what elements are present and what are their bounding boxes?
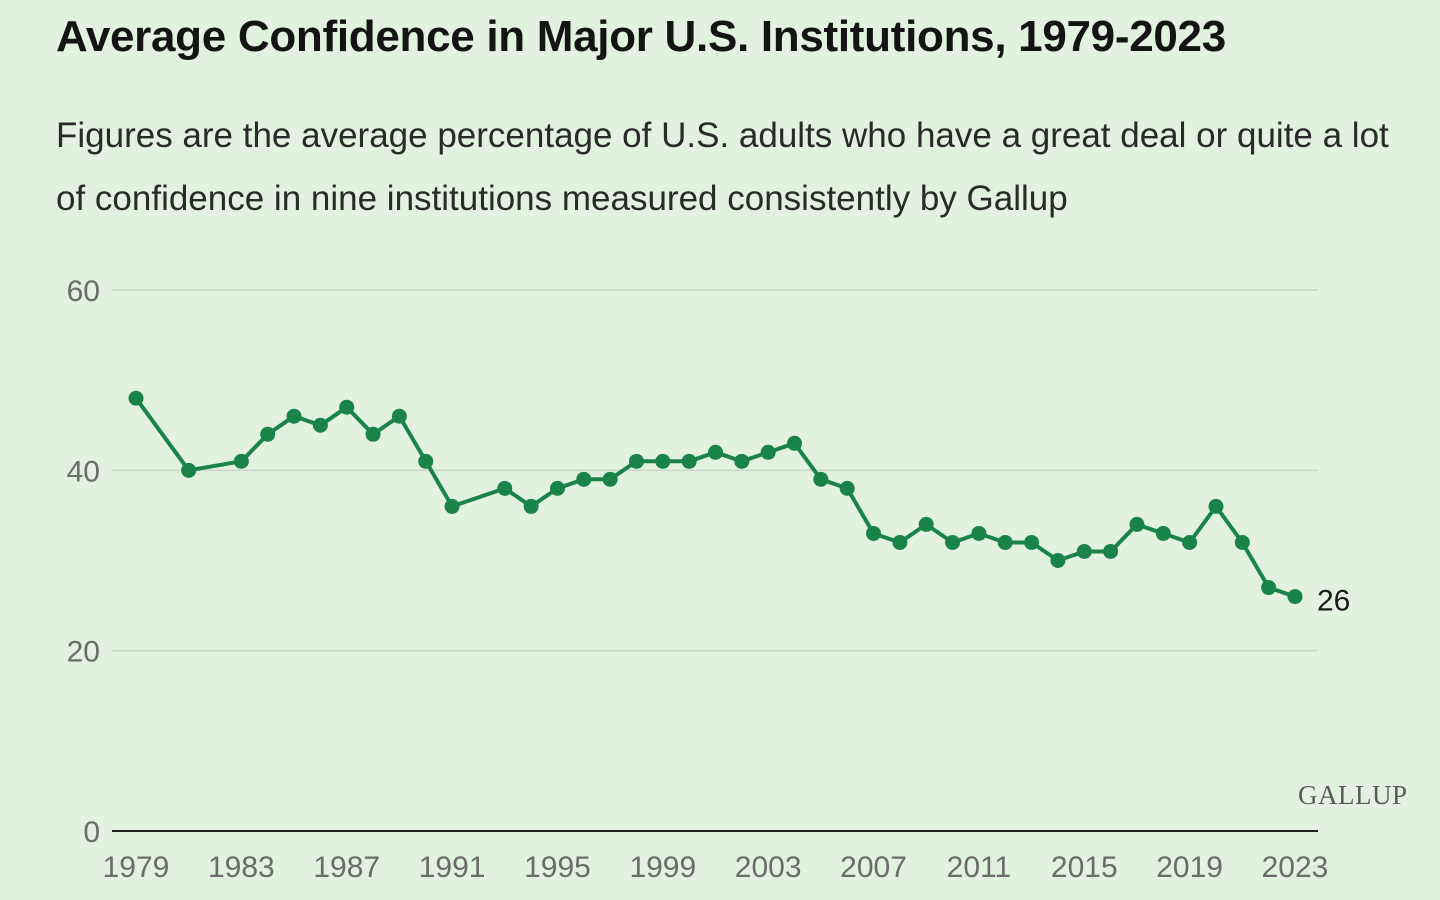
data-point [734, 453, 750, 469]
data-point [918, 516, 934, 532]
data-point [813, 471, 829, 487]
data-point [787, 435, 803, 451]
data-point [1050, 553, 1066, 568]
data-point [997, 534, 1013, 550]
data-point [681, 453, 697, 469]
y-tick-label: 0 [83, 816, 100, 849]
end-value-label: 26 [1317, 585, 1350, 618]
y-axis-ticks: 0 20 40 60 [67, 275, 100, 849]
data-points [128, 390, 1303, 605]
y-tick-label: 40 [67, 455, 100, 488]
data-point [628, 453, 644, 469]
data-point [576, 471, 592, 487]
x-tick-label: 1991 [419, 851, 486, 884]
data-point [892, 534, 908, 550]
data-point [1155, 525, 1171, 541]
y-tick-label: 60 [67, 275, 100, 308]
data-point [260, 426, 276, 442]
data-point [655, 453, 671, 469]
data-point [286, 408, 302, 424]
data-point [839, 480, 855, 496]
data-point [1129, 516, 1145, 532]
x-tick-label: 1987 [313, 851, 380, 884]
chart-title: Average Confidence in Major U.S. Institu… [56, 12, 1226, 61]
data-point [312, 417, 328, 433]
data-point [1103, 543, 1119, 559]
x-tick-label: 2003 [735, 851, 802, 884]
x-tick-label: 2011 [947, 851, 1012, 884]
x-tick-label: 2015 [1051, 851, 1118, 884]
data-point [391, 408, 407, 424]
data-point [339, 399, 355, 415]
data-point [418, 453, 434, 469]
data-point [497, 480, 513, 496]
data-point [233, 453, 249, 469]
data-point [549, 480, 565, 496]
x-tick-label: 1979 [103, 851, 170, 884]
data-point [365, 426, 381, 442]
data-point [1234, 534, 1250, 550]
data-point [1076, 543, 1092, 559]
x-tick-label: 2007 [840, 851, 907, 884]
data-point [866, 525, 882, 541]
data-point [1287, 589, 1303, 605]
x-tick-label: 2023 [1262, 851, 1329, 884]
data-point [1024, 534, 1040, 550]
x-tick-label: 1983 [208, 851, 275, 884]
data-point [523, 498, 539, 514]
data-point [128, 390, 144, 406]
data-point [181, 462, 197, 478]
x-tick-label: 1995 [524, 851, 591, 884]
gridlines [112, 289, 1318, 652]
x-tick-label: 2019 [1156, 851, 1223, 884]
y-tick-label: 20 [67, 636, 100, 669]
chart-subtitle: Figures are the average percentage of U.… [56, 116, 1389, 218]
gallup-logo: GALLUP [1298, 780, 1408, 810]
data-point [1182, 534, 1198, 550]
data-point [602, 471, 618, 487]
x-axis-ticks: 1979 1983 1987 1991 1995 1999 2003 2007 2011 2015… [103, 851, 1329, 884]
data-point [760, 444, 776, 460]
data-point [708, 444, 723, 460]
series-line [134, 397, 1296, 599]
x-tick-label: 1999 [629, 851, 696, 884]
data-point [444, 498, 460, 514]
data-point [971, 525, 987, 541]
data-point [1261, 580, 1277, 596]
data-point [945, 534, 961, 550]
data-point [1208, 498, 1224, 514]
